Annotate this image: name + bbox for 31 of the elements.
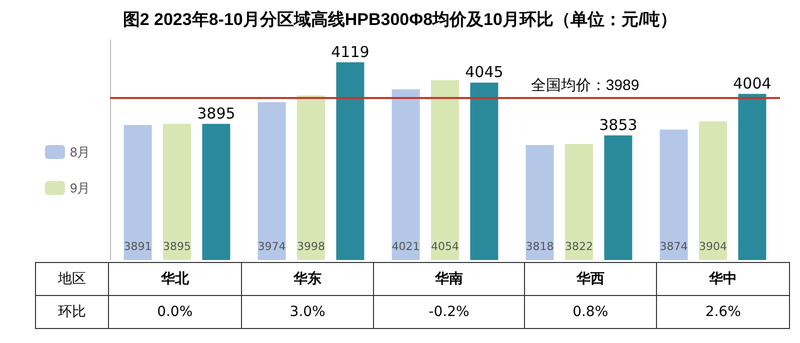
x-tick-label: 华北 — [108, 262, 242, 296]
text: 3.0% — [241, 296, 374, 328]
data-label: 4119 — [331, 42, 370, 61]
ref-line-label: 全国均价：3989 — [530, 77, 640, 94]
text: 2.6% — [656, 296, 790, 328]
data-label: 4021 — [392, 240, 420, 253]
text: 地区 — [36, 262, 108, 296]
text: 0.8% — [524, 296, 657, 328]
text: 环比 — [36, 296, 108, 328]
data-label: 4004 — [733, 74, 772, 92]
x-tick-label: 华中 — [656, 262, 790, 296]
data-label: 3822 — [565, 240, 593, 253]
x-tick-label: 华南 — [374, 262, 524, 296]
data-label: 4054 — [431, 240, 459, 253]
data-label: 3818 — [526, 240, 554, 253]
data-label: 3895 — [197, 104, 236, 122]
data-label: 3974 — [258, 240, 286, 253]
data-label: 4045 — [465, 63, 504, 82]
x-tick-label: 华东 — [241, 262, 374, 296]
data-label: 3904 — [699, 240, 727, 253]
data-label: 3891 — [124, 240, 152, 253]
data-label: 3853 — [599, 116, 638, 134]
legend-label: 9月 — [70, 180, 90, 196]
chart-title: 图2 2023年8-10月分区域高线HPB300Φ8均价及10月环比（单位：元/吨） — [122, 10, 678, 29]
data-label: 3895 — [163, 240, 191, 253]
legend-label: 8月 — [70, 144, 90, 160]
text: 0.0% — [108, 296, 242, 328]
data-label: 3998 — [297, 240, 325, 253]
data-label: 3874 — [660, 240, 688, 253]
x-tick-label: 华西 — [524, 262, 657, 296]
text: -0.2% — [374, 296, 524, 328]
